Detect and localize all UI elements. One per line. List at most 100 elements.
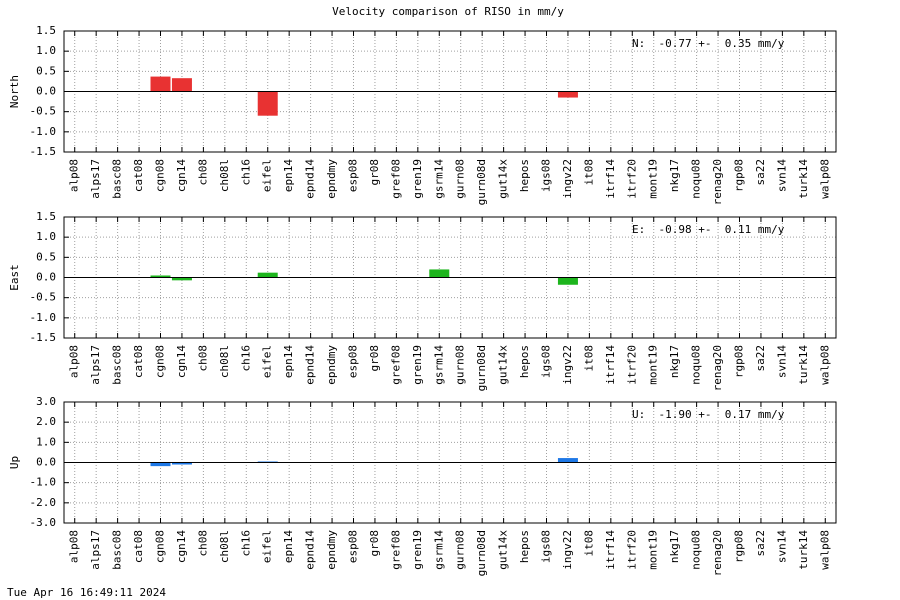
x-tick-label: eifel [261, 345, 274, 378]
x-tick-label: alp08 [68, 530, 81, 563]
x-tick-label: hepos [518, 345, 531, 378]
x-tick-label: ingv22 [561, 345, 574, 385]
y-tick-label: 0.5 [36, 64, 56, 77]
x-tick-label: epnd14 [304, 530, 317, 570]
x-tick-label: igs08 [540, 530, 553, 563]
x-tick-label: gsrm14 [432, 159, 445, 199]
x-tick-label: cat08 [132, 159, 145, 192]
x-tick-label: igs08 [540, 345, 553, 378]
x-tick-label: eifel [261, 159, 274, 192]
y-tick-label: 2.0 [36, 415, 56, 428]
x-tick-label: turk14 [797, 530, 810, 570]
x-tick-label: mont19 [647, 345, 660, 385]
x-tick-label: sa22 [754, 530, 767, 557]
y-tick-label: 0.0 [36, 271, 56, 284]
x-tick-label: gsrm14 [432, 345, 445, 385]
x-tick-label: turk14 [797, 159, 810, 199]
x-tick-label: svn14 [775, 530, 788, 563]
x-tick-label: epnd14 [304, 159, 317, 199]
x-tick-label: gr08 [368, 159, 381, 186]
x-tick-label: cgn08 [154, 345, 167, 378]
y-tick-label: -2.0 [30, 496, 57, 509]
plot-frame [63, 401, 837, 524]
x-tick-label: rgp08 [733, 530, 746, 563]
x-tick-label: rgp08 [733, 159, 746, 192]
x-tick-label: nkg17 [668, 530, 681, 563]
x-tick-label: svn14 [775, 345, 788, 378]
y-tick-label: -3.0 [30, 516, 57, 529]
y-tick-label: -1.5 [30, 331, 57, 344]
x-tick-label: gr08 [368, 530, 381, 557]
timestamp: Tue Apr 16 16:49:11 2024 [7, 586, 166, 599]
x-tick-label: ch08l [218, 530, 231, 563]
x-tick-label: ch16 [239, 159, 252, 186]
x-tick-label: ingv22 [561, 159, 574, 199]
x-tick-label: ch08l [218, 345, 231, 378]
bar [171, 277, 192, 281]
y-tick-label: 0.0 [36, 85, 56, 98]
bar [171, 78, 192, 92]
x-tick-label: cat08 [132, 530, 145, 563]
annotation: N: -0.77 +- 0.35 mm/y [632, 37, 785, 50]
annotation: U: -1.90 +- 0.17 mm/y [632, 408, 785, 421]
x-tick-label: epndmy [325, 159, 338, 199]
x-tick-label: gren19 [411, 530, 424, 570]
x-tick-label: basc08 [111, 530, 124, 570]
x-tick-label: ch08 [196, 345, 209, 372]
x-tick-label: gren19 [411, 345, 424, 385]
x-tick-label: epnd14 [304, 345, 317, 385]
x-tick-label: basc08 [111, 159, 124, 199]
x-tick-label: alps17 [89, 530, 102, 570]
x-tick-label: gurn08 [454, 159, 467, 199]
x-tick-label: alps17 [89, 345, 102, 385]
x-tick-label: ch16 [239, 530, 252, 557]
x-tick-label: mont19 [647, 159, 660, 199]
y-tick-label: 1.5 [36, 24, 56, 37]
x-tick-label: cgn14 [175, 159, 188, 192]
x-tick-label: gref08 [389, 530, 402, 570]
x-tick-label: it08 [582, 159, 595, 186]
bar [557, 277, 578, 285]
x-tick-label: gr08 [368, 345, 381, 372]
x-tick-label: it08 [582, 530, 595, 557]
y-tick-label: 1.0 [36, 44, 56, 57]
y-tick-label: -1.0 [30, 476, 57, 489]
x-tick-label: ingv22 [561, 530, 574, 570]
x-tick-label: alp08 [68, 159, 81, 192]
x-tick-label: esp08 [347, 159, 360, 192]
x-tick-label: cat08 [132, 345, 145, 378]
x-tick-label: itrf20 [625, 530, 638, 570]
bar [557, 91, 578, 98]
x-tick-label: esp08 [347, 530, 360, 563]
y-tick-label: -1.5 [30, 145, 57, 158]
bar [150, 76, 171, 92]
x-tick-label: itrf20 [625, 159, 638, 199]
bar [429, 269, 450, 278]
x-tick-label: hepos [518, 159, 531, 192]
x-tick-label: noqu08 [690, 345, 703, 385]
plot-frame [63, 30, 837, 153]
x-tick-label: ch08 [196, 530, 209, 557]
x-tick-label: epndmy [325, 345, 338, 385]
x-tick-label: walp08 [818, 530, 831, 570]
x-tick-label: epn14 [282, 159, 295, 192]
x-tick-label: alp08 [68, 345, 81, 378]
x-tick-label: gref08 [389, 345, 402, 385]
x-tick-label: gurn08d [475, 159, 488, 205]
x-tick-label: cgn08 [154, 530, 167, 563]
x-tick-label: esp08 [347, 345, 360, 378]
x-tick-label: itrf14 [604, 159, 617, 199]
bar [557, 458, 578, 463]
y-tick-label: -0.5 [30, 291, 57, 304]
x-tick-label: gut14x [497, 345, 510, 385]
x-tick-label: gurn08 [454, 530, 467, 570]
x-tick-label: ch16 [239, 345, 252, 372]
bar [150, 462, 171, 467]
x-tick-label: epn14 [282, 530, 295, 563]
y-tick-label: 3.0 [36, 395, 56, 408]
y-tick-label: 1.0 [36, 230, 56, 243]
x-tick-label: renag20 [711, 159, 724, 205]
x-tick-label: hepos [518, 530, 531, 563]
y-tick-label: -1.0 [30, 311, 57, 324]
x-tick-label: gut14x [497, 530, 510, 570]
